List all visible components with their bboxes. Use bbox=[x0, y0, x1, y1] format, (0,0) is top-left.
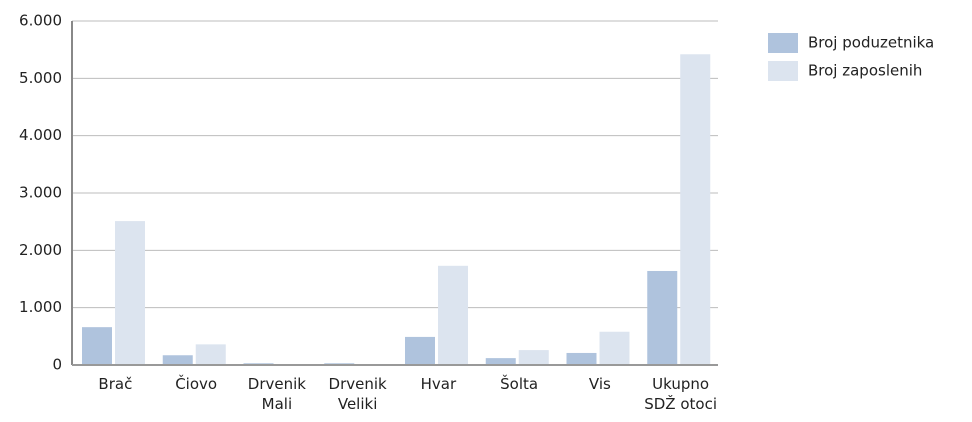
x-tick-label: Hvar bbox=[420, 375, 457, 393]
legend-swatch bbox=[768, 61, 798, 81]
x-tick-label: Čiovo bbox=[175, 375, 218, 393]
x-tick-label: Drvenik Mali bbox=[247, 375, 306, 413]
bar bbox=[405, 336, 435, 365]
bar bbox=[82, 327, 112, 365]
y-tick-label: 1.000 bbox=[19, 298, 62, 316]
legend-swatch bbox=[768, 33, 798, 53]
bar bbox=[195, 344, 226, 365]
x-tick-label: Vis bbox=[588, 375, 611, 393]
x-tick-label: Drvenik Veliki bbox=[328, 375, 387, 413]
bar bbox=[115, 221, 145, 365]
y-tick-label: 6.000 bbox=[19, 12, 62, 30]
bar bbox=[647, 270, 678, 365]
x-tick-label: Šolta bbox=[500, 375, 539, 393]
y-tick-label: 5.000 bbox=[19, 69, 62, 87]
bar bbox=[680, 54, 711, 366]
x-tick-label: Brač bbox=[98, 375, 133, 393]
bar bbox=[599, 331, 630, 365]
bar bbox=[162, 355, 193, 365]
bar bbox=[485, 358, 516, 365]
y-tick-label: 0 bbox=[52, 356, 62, 374]
y-tick-label: 4.000 bbox=[19, 126, 62, 144]
x-tick-label: Ukupno SDŽ otoci bbox=[644, 375, 718, 413]
bar bbox=[518, 350, 549, 365]
bar bbox=[566, 352, 597, 365]
y-tick-label: 2.000 bbox=[19, 241, 62, 259]
bar bbox=[438, 265, 468, 365]
legend-label: Broj poduzetnika bbox=[808, 34, 934, 52]
legend-label: Broj zaposlenih bbox=[808, 62, 922, 80]
y-tick-label: 3.000 bbox=[19, 184, 62, 202]
